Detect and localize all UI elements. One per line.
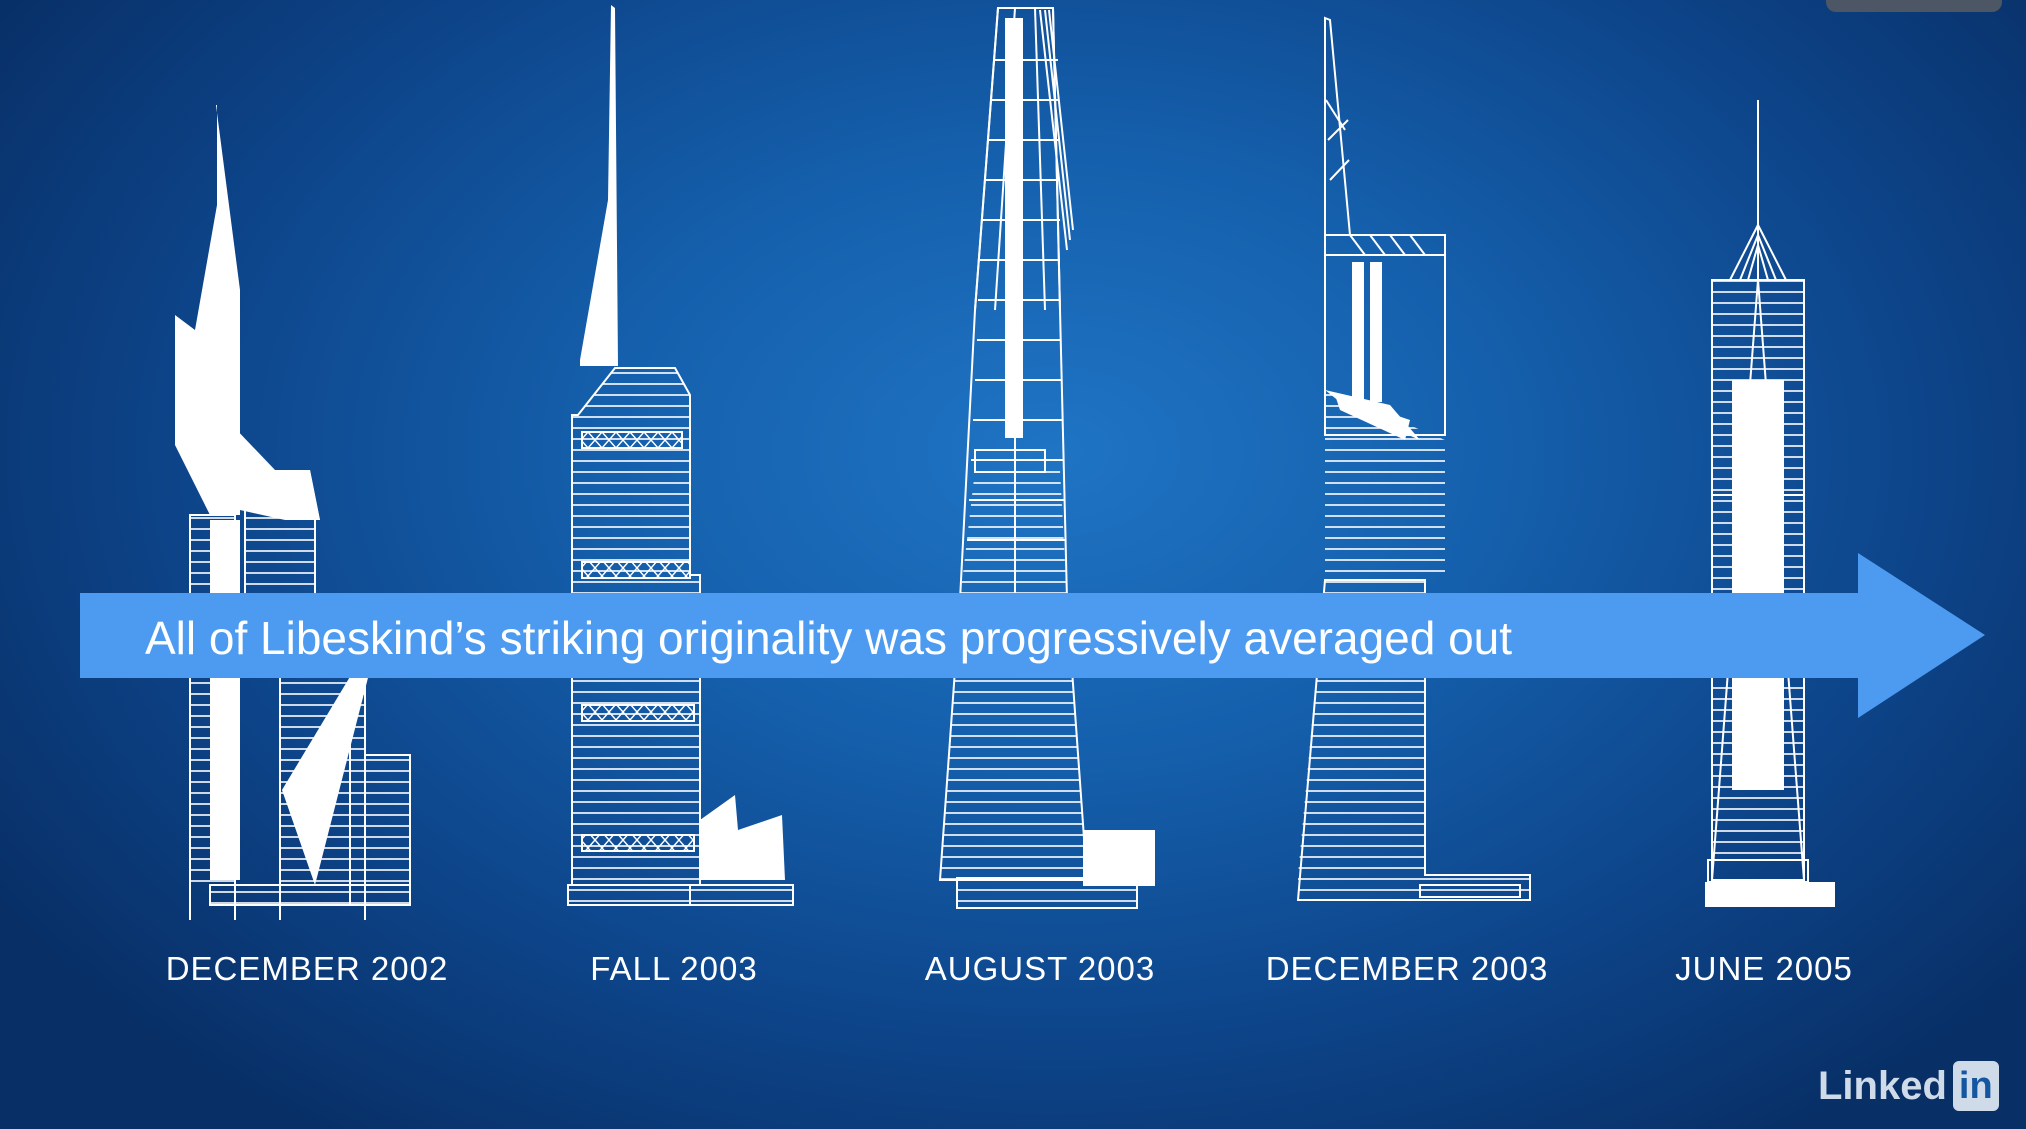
linkedin-in-badge: in	[1952, 1061, 1999, 1111]
tower-fall-2003-icon	[567, 5, 794, 906]
tower-libeskind-icon	[175, 105, 411, 920]
linkedin-logo-text: Linked	[1818, 1063, 1947, 1108]
date-label-fall-2003: FALL 2003	[590, 950, 758, 987]
window-corner-tab	[1826, 0, 2002, 12]
date-label-december-2002: DECEMBER 2002	[165, 950, 449, 987]
tower-december-2003-icon	[1296, 16, 1531, 901]
tower-june-2005-icon	[1705, 100, 1835, 907]
tower-august-2003-icon	[938, 7, 1155, 909]
linkedin-logo: Linked in	[1818, 1058, 1999, 1114]
date-label-december-2003: DECEMBER 2003	[1265, 950, 1549, 987]
date-label-august-2003: AUGUST 2003	[924, 950, 1156, 987]
banner-text: All of Libeskind’s striking originality …	[145, 612, 1513, 664]
date-label-june-2005: JUNE 2005	[1675, 950, 1853, 987]
timeline-arrow-banner	[80, 553, 1985, 718]
arrow-shape	[80, 553, 1985, 718]
